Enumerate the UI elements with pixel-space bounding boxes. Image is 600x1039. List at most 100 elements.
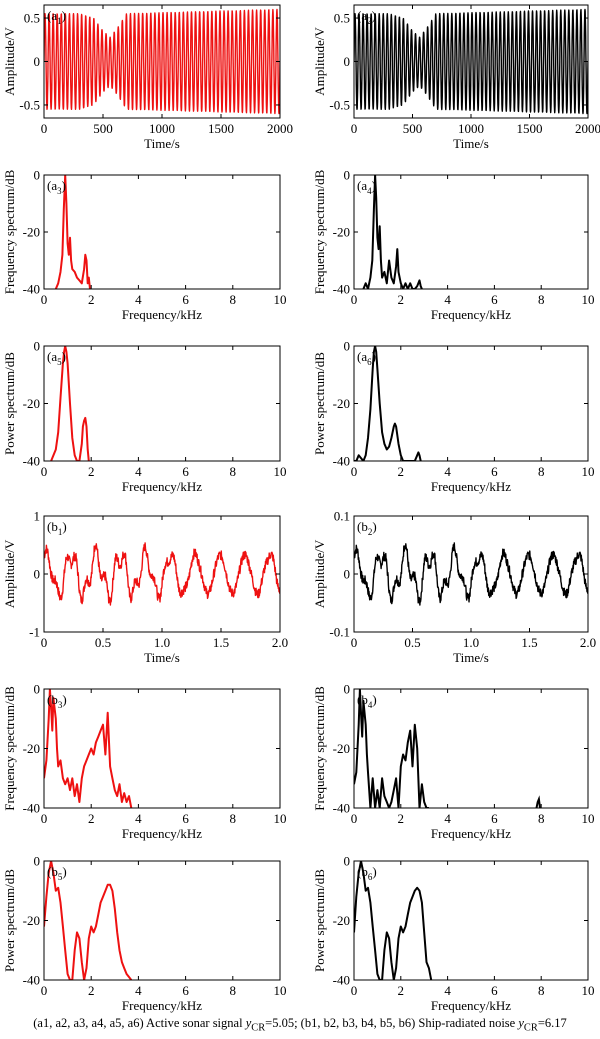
x-tick-label-a3: 10	[274, 292, 287, 307]
x-tick-label-a5: 2	[88, 464, 95, 479]
y-axis-label-b6: Power spectrum/dB	[312, 869, 327, 972]
y-tick-label-b2: 0.1	[334, 509, 350, 524]
panel-b5: 0 2 4 6 8 10 -40 -20 0 Frequency/kHz Power spectru…	[2, 854, 287, 1014]
y-tick-label-a2: 0	[344, 54, 351, 69]
x-tick-label-b2: 0.5	[404, 635, 420, 650]
y-tick-label-a2: 0.5	[334, 11, 350, 26]
x-tick-label-b2: 0	[351, 635, 358, 650]
series-line-a2	[354, 8, 588, 115]
panel-a6: 0 2 4 6 8 10 -40 -20 0 Frequency/kHz Power spectru…	[312, 339, 595, 495]
y-axis-label-a4: Frequency spectrum/dB	[312, 169, 327, 294]
x-tick-label-a1: 0	[41, 121, 48, 136]
x-axis-label-b4: Frequency/kHz	[431, 826, 511, 841]
series-line-a3	[54, 175, 91, 289]
x-tick-label-b4: 8	[538, 811, 545, 826]
y-tick-label-b2: -0.1	[329, 625, 350, 640]
x-tick-label-b5: 4	[135, 983, 142, 998]
y-tick-label-a4: -20	[333, 225, 350, 240]
panel-tag-a6: (a6)	[357, 349, 376, 367]
x-axis-label-a3: Frequency/kHz	[122, 307, 202, 322]
series-line-b4	[354, 689, 429, 808]
x-tick-label-b4: 4	[444, 811, 451, 826]
panel-b6: 0 2 4 6 8 10 -40 -20 0 Frequency/kHz Power spectru…	[312, 854, 595, 1014]
panel-tag-b4: (b4)	[357, 692, 377, 710]
panel-tag-b6: (b6)	[357, 864, 377, 882]
axes-frame-a5	[43, 345, 281, 462]
panel-tag-b2: (b2)	[357, 519, 377, 537]
x-tick-label-a2: 2000	[575, 121, 600, 136]
y-axis-label-b5: Power spectrum/dB	[2, 869, 17, 972]
x-tick-label-b5: 2	[88, 983, 95, 998]
panel-a4: 0 2 4 6 8 10 -40 -20 0 Frequency/kHz Frequency spe…	[312, 168, 595, 323]
axes-frame-b1	[43, 515, 281, 633]
x-tick-label-b2: 2.0	[580, 635, 596, 650]
x-tick-label-b3: 4	[135, 811, 142, 826]
x-axis-label-a1: Time/s	[144, 136, 180, 151]
x-tick-label-a6: 10	[582, 464, 595, 479]
series-line-b5	[44, 861, 133, 980]
caption-a-sub: CR	[251, 1022, 266, 1034]
y-tick-label-b5: -40	[23, 973, 40, 988]
caption-a-value: =5.05;	[265, 1016, 298, 1030]
axes-frame-b6	[353, 860, 589, 981]
panel-tag-a5: (a5)	[47, 349, 66, 367]
y-tick-label-b6: -40	[333, 973, 350, 988]
axes-frame-a3	[43, 174, 281, 290]
x-tick-label-b6: 10	[582, 983, 595, 998]
panel-tag-a2: (a2)	[357, 8, 376, 26]
x-tick-label-a5: 8	[230, 464, 237, 479]
panel-b2: 0 0.5 1.0 1.5 2.0-0.100.1Time/sAmplitude/V(b…	[312, 509, 596, 666]
series-line-a4	[362, 175, 423, 289]
x-tick-label-b1: 1.5	[213, 635, 229, 650]
y-tick-label-b3: 0	[34, 682, 41, 697]
x-axis-label-a6: Frequency/kHz	[431, 479, 511, 494]
x-tick-label-a6: 4	[444, 464, 451, 479]
series-line-a1	[44, 8, 280, 115]
series-line-b1	[44, 542, 280, 606]
x-tick-label-a4: 2	[398, 292, 405, 307]
caption-a-var: y	[245, 1016, 252, 1030]
y-tick-label-a5: -40	[23, 454, 40, 469]
y-tick-label-b1: 0	[34, 567, 41, 582]
x-tick-label-b6: 8	[538, 983, 545, 998]
y-tick-label-a1: -0.5	[19, 97, 40, 112]
y-axis-label-b2: Amplitude/V	[312, 539, 327, 608]
x-tick-label-b6: 4	[444, 983, 451, 998]
x-tick-label-a4: 4	[444, 292, 451, 307]
x-tick-label-b6: 6	[491, 983, 498, 998]
x-tick-label-b3: 6	[182, 811, 189, 826]
caption-a-text: (a1, a2, a3, a4, a5, a6) Active sonar si…	[33, 1016, 243, 1030]
panel-b3: 0 2 4 6 8 10 -40 -20 0 Frequency/kHz Frequency spe…	[2, 682, 287, 842]
y-tick-label-b2: 0	[344, 567, 351, 582]
x-tick-label-b3: 2	[88, 811, 95, 826]
series-line-b3	[44, 689, 133, 808]
x-tick-label-a6: 6	[491, 464, 498, 479]
x-tick-label-a6: 0	[351, 464, 358, 479]
x-tick-label-b1: 0	[41, 635, 48, 650]
x-axis-label-b3: Frequency/kHz	[122, 826, 202, 841]
y-axis-label-a5: Power spectrum/dB	[2, 352, 17, 455]
axes-frame-b5	[43, 860, 281, 981]
x-tick-label-a1: 1000	[149, 121, 175, 136]
x-tick-label-b3: 8	[230, 811, 237, 826]
x-tick-label-a4: 6	[491, 292, 498, 307]
y-tick-label-b4: -40	[333, 801, 350, 816]
y-tick-label-a5: -20	[23, 396, 40, 411]
x-tick-label-b6: 2	[398, 983, 405, 998]
x-tick-label-a1: 500	[93, 121, 113, 136]
axes-frame-b3	[43, 688, 281, 809]
y-tick-label-b4: 0	[344, 682, 351, 697]
x-axis-label-b2: Time/s	[453, 650, 489, 665]
panel-a1: 0 500 1000 1500 2000-0.500.5Time/sAmplitude/…	[2, 4, 293, 151]
x-tick-label-b3: 0	[41, 811, 48, 826]
y-tick-label-a6: -20	[333, 396, 350, 411]
y-tick-label-b3: -20	[23, 741, 40, 756]
x-tick-label-a3: 2	[88, 292, 95, 307]
y-tick-label-a3: -20	[23, 225, 40, 240]
y-tick-label-a1: 0.5	[24, 11, 40, 26]
axes-frame-b2	[353, 515, 589, 633]
panel-a5: 0 2 4 6 8 10 -40 -20 0 Frequency/kHz Power spectru…	[2, 339, 287, 495]
x-tick-label-a6: 8	[538, 464, 545, 479]
x-tick-label-a5: 10	[274, 464, 287, 479]
